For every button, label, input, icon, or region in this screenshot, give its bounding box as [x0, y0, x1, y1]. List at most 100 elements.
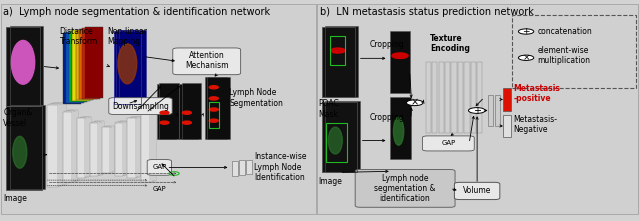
- Circle shape: [160, 121, 169, 124]
- Text: Organ&
Vessel: Organ& Vessel: [3, 108, 33, 128]
- Text: b)  LN metastasis status prediction network: b) LN metastasis status prediction netwo…: [320, 7, 534, 17]
- FancyBboxPatch shape: [90, 123, 98, 176]
- FancyBboxPatch shape: [109, 98, 172, 114]
- Circle shape: [182, 121, 191, 124]
- FancyBboxPatch shape: [72, 30, 90, 101]
- Text: element-wise
multiplication: element-wise multiplication: [538, 46, 591, 65]
- FancyBboxPatch shape: [10, 105, 45, 189]
- FancyBboxPatch shape: [114, 31, 141, 104]
- FancyBboxPatch shape: [182, 83, 201, 139]
- FancyBboxPatch shape: [179, 84, 198, 139]
- FancyBboxPatch shape: [438, 62, 444, 133]
- FancyBboxPatch shape: [246, 160, 252, 174]
- FancyBboxPatch shape: [115, 123, 123, 176]
- FancyBboxPatch shape: [173, 48, 241, 75]
- FancyBboxPatch shape: [82, 28, 100, 99]
- FancyBboxPatch shape: [51, 104, 62, 186]
- FancyBboxPatch shape: [503, 88, 511, 110]
- Text: GAP: GAP: [152, 186, 166, 192]
- FancyBboxPatch shape: [432, 62, 437, 133]
- FancyBboxPatch shape: [129, 118, 138, 177]
- Text: concatenation: concatenation: [538, 27, 593, 36]
- FancyBboxPatch shape: [6, 27, 40, 106]
- FancyBboxPatch shape: [390, 97, 411, 159]
- Text: Metastasis-
Negative: Metastasis- Negative: [513, 115, 557, 134]
- FancyBboxPatch shape: [120, 121, 129, 174]
- FancyBboxPatch shape: [232, 161, 238, 176]
- FancyBboxPatch shape: [63, 112, 72, 182]
- FancyBboxPatch shape: [83, 116, 91, 176]
- FancyBboxPatch shape: [465, 62, 470, 133]
- FancyBboxPatch shape: [131, 117, 140, 177]
- FancyBboxPatch shape: [54, 103, 66, 185]
- FancyBboxPatch shape: [355, 170, 455, 207]
- FancyBboxPatch shape: [157, 84, 176, 139]
- FancyBboxPatch shape: [106, 126, 114, 172]
- FancyBboxPatch shape: [512, 15, 636, 88]
- FancyBboxPatch shape: [127, 118, 136, 178]
- Text: Non-linear
Mapping: Non-linear Mapping: [108, 27, 148, 46]
- FancyBboxPatch shape: [239, 160, 245, 175]
- Text: ×: ×: [522, 53, 530, 62]
- FancyBboxPatch shape: [143, 111, 152, 182]
- Circle shape: [209, 108, 218, 111]
- FancyBboxPatch shape: [69, 31, 87, 102]
- Text: GAP: GAP: [152, 164, 166, 170]
- Text: Attention
Mechanism: Attention Mechanism: [185, 51, 228, 70]
- FancyBboxPatch shape: [317, 4, 638, 214]
- FancyBboxPatch shape: [52, 103, 64, 185]
- FancyBboxPatch shape: [68, 110, 78, 181]
- FancyBboxPatch shape: [76, 30, 93, 100]
- FancyBboxPatch shape: [85, 27, 103, 98]
- FancyBboxPatch shape: [79, 29, 97, 99]
- FancyBboxPatch shape: [325, 101, 360, 172]
- Ellipse shape: [12, 40, 35, 84]
- Text: Distance
Transform: Distance Transform: [60, 27, 98, 46]
- FancyBboxPatch shape: [205, 77, 227, 139]
- FancyBboxPatch shape: [102, 127, 110, 173]
- Ellipse shape: [13, 136, 27, 168]
- Text: Image: Image: [319, 177, 342, 186]
- FancyBboxPatch shape: [92, 122, 100, 175]
- FancyBboxPatch shape: [118, 122, 127, 175]
- Text: Cropping: Cropping: [370, 113, 404, 122]
- FancyBboxPatch shape: [116, 30, 143, 103]
- Text: PDAC
Mask: PDAC Mask: [319, 99, 339, 119]
- FancyBboxPatch shape: [49, 105, 60, 186]
- FancyBboxPatch shape: [477, 62, 483, 133]
- FancyBboxPatch shape: [104, 126, 112, 173]
- Ellipse shape: [394, 117, 404, 145]
- FancyBboxPatch shape: [390, 31, 410, 93]
- FancyBboxPatch shape: [445, 62, 450, 133]
- Text: +: +: [522, 27, 530, 36]
- FancyBboxPatch shape: [6, 106, 42, 190]
- FancyBboxPatch shape: [454, 182, 500, 200]
- Text: Volume: Volume: [463, 187, 492, 195]
- FancyBboxPatch shape: [322, 27, 355, 97]
- Circle shape: [209, 119, 218, 122]
- FancyBboxPatch shape: [67, 110, 76, 181]
- FancyBboxPatch shape: [10, 26, 43, 105]
- FancyBboxPatch shape: [133, 116, 141, 176]
- FancyBboxPatch shape: [451, 62, 456, 133]
- FancyBboxPatch shape: [65, 111, 74, 182]
- FancyBboxPatch shape: [426, 62, 431, 133]
- FancyBboxPatch shape: [141, 112, 150, 182]
- FancyBboxPatch shape: [503, 115, 511, 137]
- Text: Texture
Encoding: Texture Encoding: [430, 34, 470, 53]
- FancyBboxPatch shape: [93, 122, 102, 175]
- FancyBboxPatch shape: [79, 118, 87, 177]
- FancyBboxPatch shape: [119, 30, 146, 103]
- Text: ×: ×: [411, 98, 419, 108]
- FancyBboxPatch shape: [145, 110, 154, 181]
- Circle shape: [209, 86, 218, 89]
- Circle shape: [182, 111, 191, 114]
- FancyBboxPatch shape: [77, 118, 85, 178]
- FancyBboxPatch shape: [488, 95, 493, 126]
- Text: Lymph node
segmentation &
identification: Lymph node segmentation & identification: [374, 173, 436, 203]
- FancyBboxPatch shape: [471, 62, 476, 133]
- FancyBboxPatch shape: [147, 160, 172, 175]
- FancyBboxPatch shape: [66, 32, 84, 103]
- Circle shape: [392, 53, 408, 59]
- FancyBboxPatch shape: [322, 102, 357, 172]
